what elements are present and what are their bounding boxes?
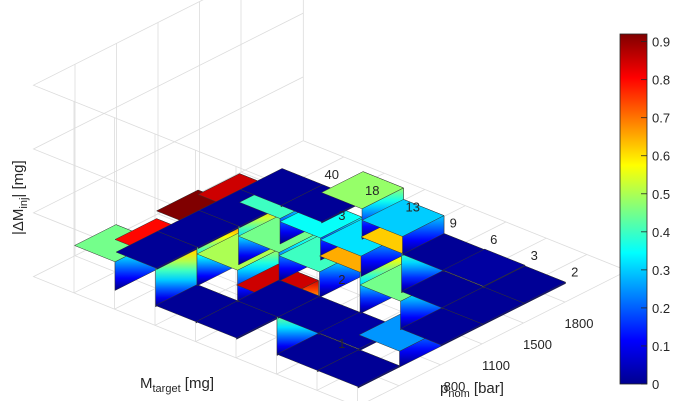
x-tick-label: 800 [444,379,466,394]
x-axis-label: pnom [bar] [440,380,504,400]
bar [361,199,445,257]
colorbar-tick-label: 0.3 [652,263,670,278]
y-axis-label: Mtarget [mg] [140,375,214,395]
colorbar-tick-label: 0.7 [652,111,670,126]
z-axis-label: |ΔMinj| [mg] [10,160,30,235]
x-tick-label: 1500 [523,337,552,352]
colorbar-tick-label: 0.8 [652,73,670,88]
bar [399,307,484,347]
colorbar-tick-label: 0.4 [652,225,670,240]
bar [115,230,199,271]
colorbar-tick-label: 0.9 [652,35,670,50]
colorbar-tick-label: 0.1 [652,339,670,354]
y-tick-label: 2 [571,264,578,279]
x-tick-label: 1100 [482,358,510,373]
colorbar-tick-label: 0.5 [652,187,670,202]
bar [195,300,279,340]
y-tick-label: 13 [406,199,420,214]
colorbar-tick-label: 0 [652,377,659,392]
y-tick-label: 40 [325,167,339,182]
colorbar-tick-label: 0.6 [652,149,670,164]
y-tick-label: 9 [450,216,457,231]
z-tick-label: 3 [338,208,345,223]
y-tick-label: 3 [531,248,538,263]
x-tick-label: 500 [402,400,424,401]
z-tick-label: 1 [338,336,345,351]
z-tick-label: 2 [338,272,345,287]
colorbar-tick-label: 0.2 [652,301,670,316]
bars [73,168,567,389]
y-tick-label: 6 [490,232,497,247]
z-tick-label: 0 [338,400,345,401]
colorbar [619,33,648,385]
x-tick-label: 1800 [565,316,594,331]
y-tick-label: 18 [365,183,379,198]
tick-labels: 500 800 1100 1500 1800 2 3 6 9 13 18 40 0 1 2 3 [325,167,594,401]
colorbar-ticks: 0 0.1 0.2 0.3 0.4 0.5 0.6 0.7 0.8 0.9 [641,35,670,392]
bar [156,209,241,250]
bar [482,265,567,305]
